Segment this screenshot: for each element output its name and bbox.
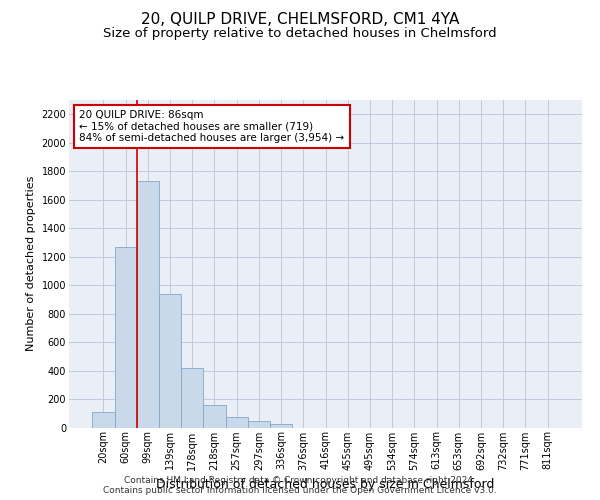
Bar [248, 421, 270, 428]
Y-axis label: Number of detached properties: Number of detached properties [26, 176, 36, 352]
Bar [115, 246, 137, 428]
Text: Contains public sector information licensed under the Open Government Licence v3: Contains public sector information licen… [103, 486, 497, 495]
Bar [137, 181, 159, 428]
Text: Size of property relative to detached houses in Chelmsford: Size of property relative to detached ho… [103, 28, 497, 40]
Bar [159, 294, 181, 428]
Bar [181, 368, 203, 428]
Text: 20, QUILP DRIVE, CHELMSFORD, CM1 4YA: 20, QUILP DRIVE, CHELMSFORD, CM1 4YA [141, 12, 459, 28]
Bar [270, 424, 292, 428]
Bar [226, 417, 248, 428]
Text: Contains HM Land Registry data © Crown copyright and database right 2024.: Contains HM Land Registry data © Crown c… [124, 476, 476, 485]
Text: 20 QUILP DRIVE: 86sqm
← 15% of detached houses are smaller (719)
84% of semi-det: 20 QUILP DRIVE: 86sqm ← 15% of detached … [79, 110, 344, 143]
X-axis label: Distribution of detached houses by size in Chelmsford: Distribution of detached houses by size … [157, 478, 494, 491]
Bar [203, 406, 226, 427]
Bar [92, 412, 115, 428]
